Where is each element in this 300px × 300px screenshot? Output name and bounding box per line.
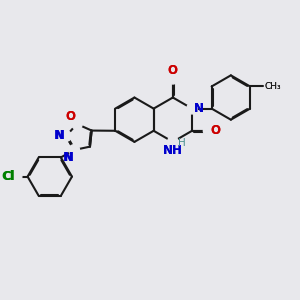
Circle shape — [45, 172, 54, 181]
Text: H: H — [178, 138, 186, 148]
Circle shape — [69, 145, 80, 155]
Text: Cl: Cl — [2, 170, 14, 183]
Text: CH₃: CH₃ — [264, 82, 281, 91]
Circle shape — [187, 103, 197, 114]
Text: N: N — [194, 102, 204, 115]
Text: O: O — [65, 110, 75, 122]
Text: N: N — [54, 129, 64, 142]
Text: Cl: Cl — [2, 170, 15, 183]
Text: NH: NH — [163, 144, 183, 157]
Circle shape — [61, 131, 71, 141]
Text: O: O — [211, 124, 221, 137]
Circle shape — [167, 136, 178, 147]
Circle shape — [72, 119, 82, 129]
Text: CH₃: CH₃ — [264, 82, 281, 91]
Text: N: N — [194, 102, 203, 115]
Text: N: N — [63, 152, 73, 164]
Text: NH: NH — [163, 144, 183, 157]
Text: N: N — [64, 151, 74, 164]
Circle shape — [11, 171, 22, 182]
Circle shape — [167, 73, 178, 84]
Text: O: O — [65, 110, 75, 123]
Text: O: O — [168, 64, 178, 77]
Text: O: O — [211, 124, 221, 137]
Text: O: O — [168, 64, 178, 77]
Circle shape — [203, 125, 214, 136]
Text: N: N — [55, 130, 64, 142]
